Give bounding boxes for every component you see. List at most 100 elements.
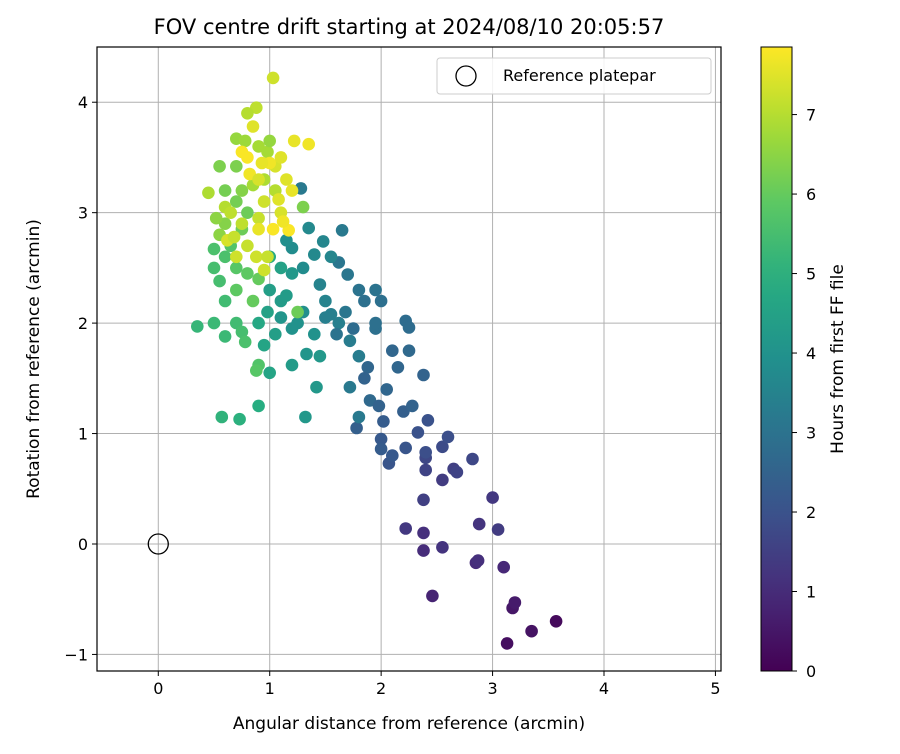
data-point: [252, 399, 265, 413]
data-point: [421, 414, 435, 427]
data-point: [274, 261, 288, 275]
data-point: [300, 347, 313, 361]
colorbar-ticks: 0 1 2 3 4 5 6 7: [792, 106, 816, 681]
data-point: [391, 361, 405, 374]
data-point: [352, 283, 366, 297]
data-point: [358, 294, 371, 308]
data-point: [280, 289, 293, 302]
colorbar-tick-label: 3: [806, 424, 816, 443]
data-point: [215, 410, 229, 424]
data-point: [252, 211, 265, 225]
x-tick-label: 2: [376, 679, 386, 698]
data-point: [352, 349, 366, 363]
data-point: [280, 234, 293, 247]
data-point: [274, 311, 288, 324]
data-point: [313, 349, 327, 363]
y-tick-label: −1: [64, 645, 88, 664]
data-point: [218, 330, 232, 343]
data-point: [380, 383, 394, 396]
data-point: [417, 493, 430, 507]
reference-platepar-marker: [147, 533, 169, 555]
data-point: [207, 242, 221, 256]
data-point: [296, 261, 310, 275]
data-point: [302, 137, 316, 151]
data-point: [241, 239, 254, 253]
data-point: [386, 449, 399, 462]
data-point: [230, 283, 243, 297]
legend: Reference platepar: [436, 57, 712, 95]
data-point: [450, 465, 464, 479]
data-point: [218, 184, 232, 197]
x-axis-label: Angular distance from reference (arcmin): [233, 714, 585, 734]
data-point: [417, 544, 430, 557]
data-point: [525, 624, 538, 638]
data-point: [207, 261, 221, 275]
chart-title: FOV centre drift starting at 2024/08/10 …: [154, 15, 665, 39]
colorbar-tick-label: 4: [806, 344, 816, 363]
x-tick-label: 4: [599, 679, 609, 698]
data-point: [263, 134, 277, 148]
data-point: [252, 222, 265, 236]
data-point: [238, 335, 252, 349]
colorbar-label: Hours from first FF file: [828, 264, 848, 454]
legend-marker-icon: [455, 65, 477, 87]
data-point: [230, 160, 243, 173]
data-point: [472, 517, 486, 531]
data-point: [361, 361, 375, 374]
data-point: [308, 327, 321, 341]
data-point: [377, 415, 390, 428]
data-point: [313, 278, 327, 291]
data-point: [227, 230, 241, 244]
data-point: [274, 151, 288, 164]
data-point: [369, 316, 382, 330]
data-point: [263, 283, 277, 297]
y-tick-label: 2: [78, 314, 88, 333]
y-tick-label: 1: [78, 425, 88, 444]
data-point: [343, 380, 357, 394]
data-point: [350, 421, 363, 435]
data-point: [249, 364, 263, 377]
x-tick-label: 3: [487, 679, 497, 698]
data-point: [263, 366, 277, 380]
data-point: [280, 173, 293, 186]
data-point: [276, 215, 290, 228]
data-point: [508, 596, 522, 609]
colorbar-tick-label: 2: [806, 503, 816, 522]
y-tick-label: 3: [78, 204, 88, 223]
data-point: [255, 156, 269, 170]
data-point: [369, 283, 382, 297]
data-point: [269, 327, 282, 341]
data-point: [372, 399, 386, 413]
ticks-layer: 0 1 2 3 4 5 −1 0 1 2 3 4: [64, 93, 720, 698]
grid-layer: [97, 47, 721, 671]
data-point: [406, 399, 419, 413]
data-point: [285, 358, 299, 372]
data-point: [235, 325, 249, 339]
x-tick-label: 1: [265, 679, 275, 698]
data-point: [257, 338, 271, 352]
y-tick-label: 0: [78, 535, 88, 554]
data-point: [230, 195, 243, 208]
data-point: [209, 211, 223, 225]
data-point: [285, 267, 299, 280]
data-point: [399, 441, 413, 455]
x-tick-label: 5: [710, 679, 720, 698]
data-point: [335, 224, 349, 237]
data-point: [308, 248, 321, 261]
data-point: [441, 430, 455, 444]
data-point: [202, 186, 215, 200]
data-point: [411, 426, 425, 439]
data-point: [257, 195, 271, 208]
data-point: [436, 473, 449, 487]
data-point: [252, 316, 265, 330]
data-point: [374, 294, 388, 308]
data-point: [261, 145, 274, 159]
data-point: [241, 267, 254, 280]
data-point: [549, 615, 563, 628]
data-point: [419, 463, 433, 477]
data-point: [302, 221, 316, 235]
data-point: [238, 134, 252, 148]
data-point: [386, 344, 399, 358]
data-point: [218, 250, 232, 264]
